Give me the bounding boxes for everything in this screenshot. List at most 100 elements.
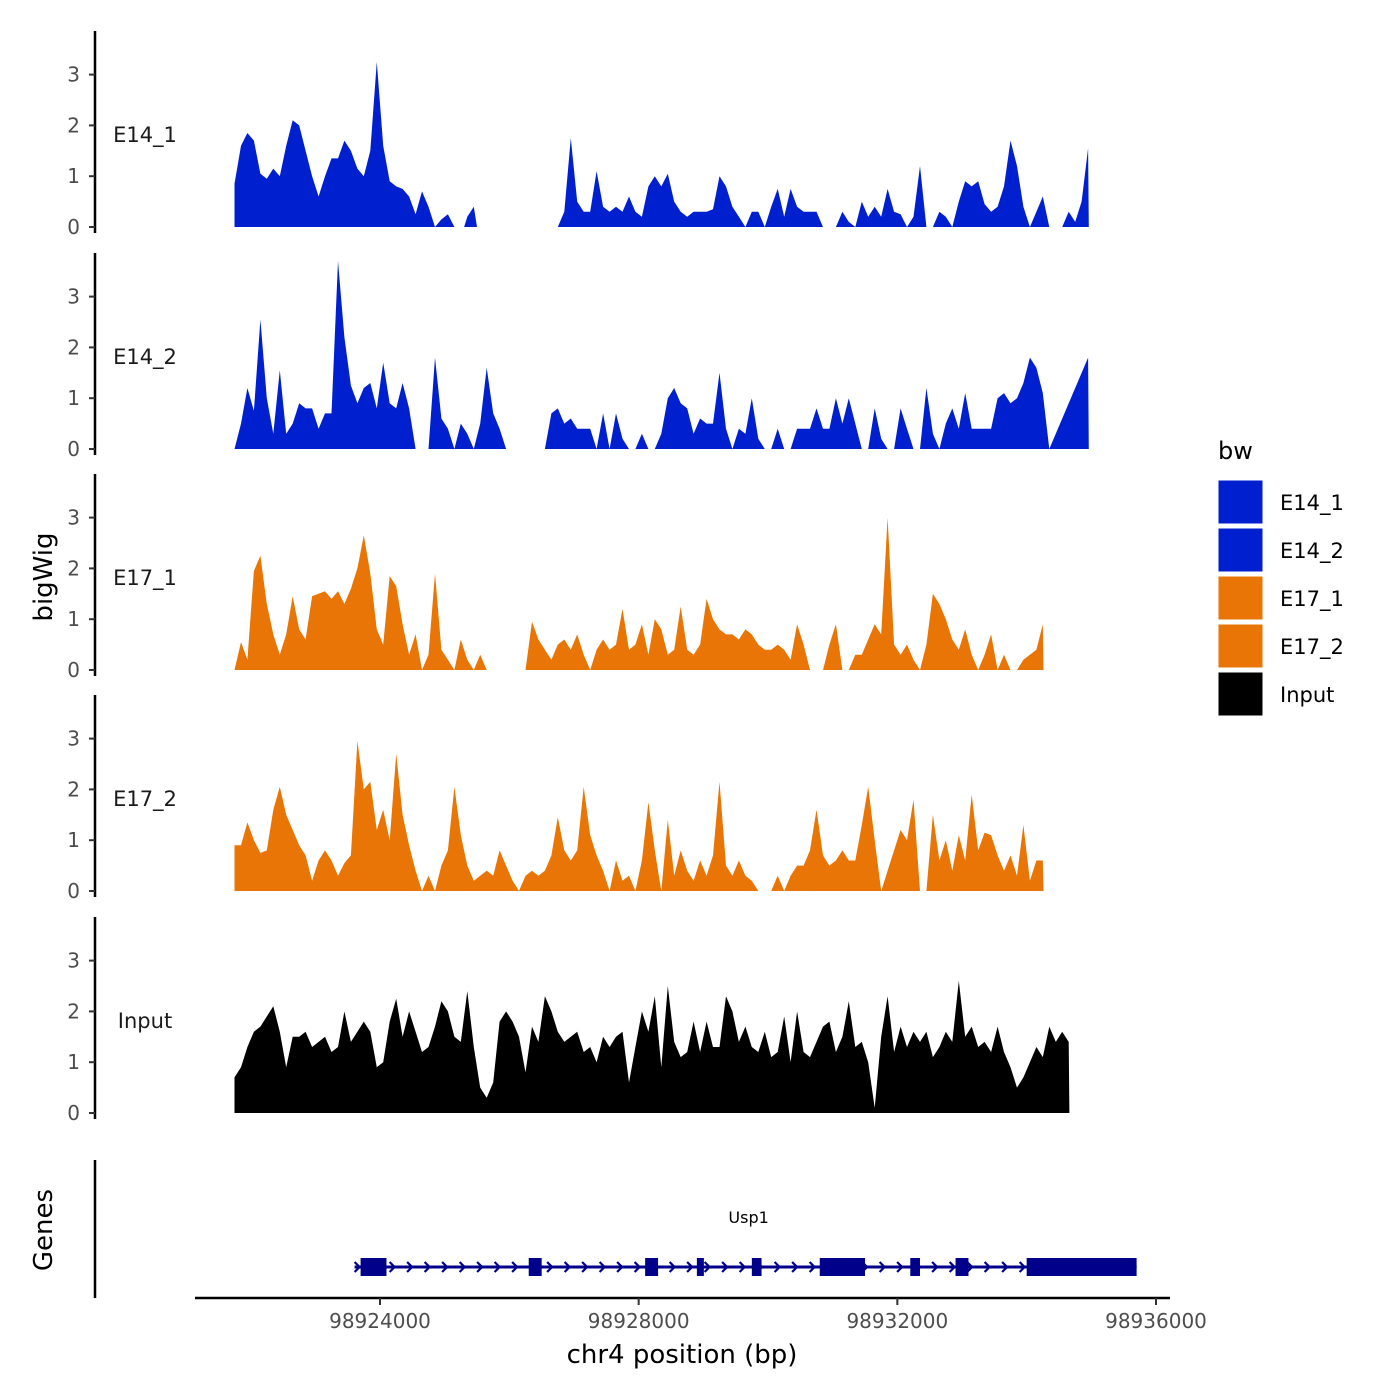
legend-key-e14-2 [1217,527,1264,573]
y-tick-label: 0 [67,879,80,903]
y-tick-label: 2 [67,113,80,137]
gene-exon [819,1258,866,1276]
y-tick-label: 1 [67,386,80,410]
strand-arrow [808,1261,817,1273]
track-e17-1: 0 1 2 3 E17_1 [67,474,1044,682]
track-e17-2: 0 1 2 3 E17_2 [67,695,1044,903]
strand-arrow [563,1261,572,1273]
strand-arrow [931,1261,939,1273]
track-label: Input [118,1009,172,1033]
legend-label-e14-1: E14_1 [1280,491,1344,516]
y-tick-label: 3 [67,285,80,309]
legend-key-e14-1 [1217,479,1264,525]
gene-exon [696,1258,704,1276]
coverage-area-e17-2 [234,741,1044,891]
strand-arrow [896,1261,904,1273]
coverage-area-e14-1 [234,61,1089,228]
y-tick-label: 0 [67,1101,80,1125]
y-tick-label: 3 [67,63,80,87]
track-label: E17_1 [113,566,177,591]
x-axis-title: chr4 position (bp) [567,1340,798,1370]
y-tick-label: 1 [67,164,80,188]
gene-exon [528,1258,542,1276]
gene-exon [955,1258,969,1276]
gene-exon [910,1258,920,1276]
y-tick-label: 1 [67,1050,80,1074]
genes-axis-title: Genes [29,1189,59,1271]
gene-model [353,1258,1137,1276]
track-e14-1: 0 1 2 3 E14_1 [67,31,1089,239]
strand-arrow [353,1261,362,1273]
x-tick-label: 98924000 [329,1309,431,1333]
y-tick-label: 3 [67,949,80,973]
y-tick-label: 0 [67,215,80,239]
legend-title: bw [1218,437,1253,465]
y-tick-label: 2 [67,999,80,1023]
gene-label: Usp1 [728,1208,768,1227]
x-tick-label: 98936000 [1105,1309,1207,1333]
gene-exon [751,1258,762,1276]
y-tick-label: 0 [67,658,80,682]
strand-arrow [458,1261,467,1273]
legend-key-e17-2 [1217,623,1264,669]
y-axis-title: bigWig [29,532,59,621]
y-tick-label: 1 [67,607,80,631]
legend-key-input [1217,671,1264,717]
strand-arrow [406,1261,414,1273]
strand-arrow [791,1261,799,1273]
strand-arrow [633,1261,642,1273]
legend-label-input: Input [1280,683,1334,707]
strand-arrow [983,1261,992,1273]
track-label: E14_2 [113,345,177,370]
strand-arrow [773,1261,782,1273]
legend: bw E14_1 E14_2 E17_1 E17_2 Input [1217,437,1344,717]
strand-arrow [1018,1261,1027,1273]
track-e14-2: 0 1 2 3 E14_2 [67,253,1089,461]
coverage-area-input [234,980,1070,1113]
y-tick-label: 3 [67,727,80,751]
strand-arrow [423,1261,432,1273]
y-tick-label: 3 [67,506,80,530]
y-tick-label: 2 [67,777,80,801]
gene-exon [645,1258,659,1276]
y-tick-label: 0 [67,437,80,461]
strand-arrow [721,1261,729,1273]
strand-arrow [703,1261,712,1273]
strand-arrow [966,1261,974,1273]
strand-arrow [686,1261,694,1273]
coverage-area-e17-1 [234,517,1044,670]
legend-key-e17-1 [1217,575,1264,621]
x-tick-label: 98928000 [588,1309,690,1333]
track-label: E14_1 [113,123,177,148]
track-label: E17_2 [113,787,177,812]
strand-arrow [476,1261,484,1273]
strand-arrow [1001,1261,1009,1273]
strand-arrow [493,1261,502,1273]
strand-arrow [616,1261,624,1273]
strand-arrow [878,1261,887,1273]
gene-exon [360,1258,387,1276]
strand-arrow [668,1261,677,1273]
strand-arrow [546,1261,554,1273]
y-tick-label: 1 [67,828,80,852]
strand-arrow [388,1261,397,1273]
strand-arrow [441,1261,449,1273]
legend-label-e17-2: E17_2 [1280,635,1344,660]
y-tick-label: 2 [67,335,80,359]
strand-arrow [948,1261,957,1273]
legend-label-e17-1: E17_1 [1280,587,1344,612]
coverage-area-e14-2 [234,261,1089,449]
strand-arrow [511,1261,519,1273]
y-tick-label: 2 [67,556,80,580]
legend-label-e14-2: E14_2 [1280,539,1344,564]
strand-arrow [598,1261,607,1273]
genes-panel: Genes Usp1 [29,1160,1137,1298]
track-input: 0 1 2 3 Input [67,917,1070,1125]
x-axis: 98924000 98928000 98932000 98936000 [195,1296,1207,1333]
x-tick-label: 98932000 [846,1309,948,1333]
gene-exon [1026,1258,1137,1276]
strand-arrow [738,1261,747,1273]
strand-arrow [581,1261,589,1273]
track-panels: 0 1 2 3 E14_1 0 1 2 3 E14_2 0 1 2 3 E17_1 0 1 2 3 E17_2 0 1 2 3… [67,31,1089,1125]
